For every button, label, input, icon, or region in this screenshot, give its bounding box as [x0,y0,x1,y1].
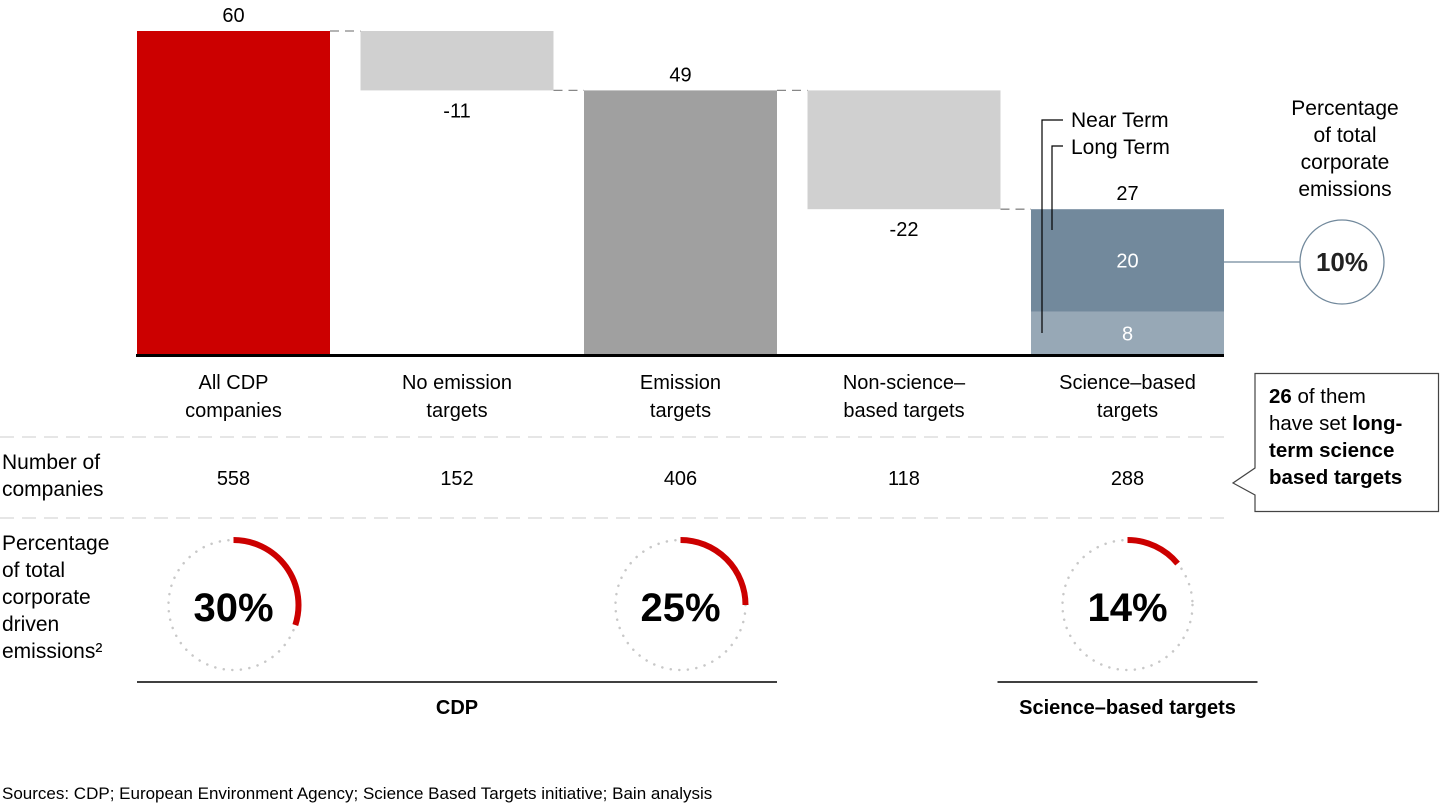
legend-near-term: Near Term [1071,109,1169,132]
share-title-line: corporate [1301,151,1390,174]
company-count: 118 [888,468,920,490]
category-label: All CDP [198,372,268,394]
row-label-line: companies [2,478,104,501]
leader-line-long-term [1051,145,1063,230]
bar-value-label: 60 [222,5,244,27]
bar-delta [360,31,554,91]
group-bracket-label: CDP [436,697,478,719]
row-label-share-of-emissions: Percentage of total corporate driven emi… [2,530,109,665]
bar-total [584,90,777,356]
bar-value-label: 49 [669,64,691,86]
callout-bold-part: long- [1352,412,1403,435]
segment-value-label: 20 [1116,251,1138,273]
row-label-line: corporate [2,586,91,609]
row-label-line: emissions² [2,640,103,663]
donut-value: 25% [640,586,720,630]
company-count: 558 [217,468,250,490]
bar-segment-long-term [1031,209,1224,312]
category-label: based targets [843,400,964,422]
callout-bold-part: based targets [1269,466,1403,489]
callout-count: 26 [1269,385,1292,408]
leader-line-near-term [1041,119,1063,333]
bar-delta [807,90,1001,210]
bar-value-label: -11 [443,100,470,122]
row-label-line: of total [2,559,66,582]
callout-text: 26 of them have set long- term science b… [1269,383,1402,491]
donut-arc [680,537,749,606]
callout-bold-part: term science [1269,439,1395,462]
legend-long-term: Long Term [1071,136,1170,159]
bar-segment-near-term [1031,311,1224,355]
share-title-line: of total [1313,124,1376,147]
category-label: targets [1097,400,1158,422]
company-count: 288 [1111,468,1144,490]
category-label: Emission [640,372,721,394]
row-label-line: driven [2,613,60,636]
share-value: 10% [1316,247,1368,277]
category-label: targets [426,400,487,422]
donut-value: 30% [193,586,273,630]
row-label-line: Percentage [2,532,110,555]
callout-text-part: have set [1269,412,1353,435]
category-label: Non-science– [843,372,966,394]
bar-total [137,31,330,355]
share-title-line: Percentage [1291,97,1398,120]
company-count: 152 [440,468,473,490]
segment-value-label: 8 [1122,323,1133,345]
donut-arc [233,537,302,627]
bar-value-label: -22 [890,219,919,241]
company-count: 406 [664,468,697,490]
bar-value-label: 27 [1116,183,1138,205]
donut-value: 14% [1087,586,1167,630]
row-label-number-of-companies: Number of companies [2,449,104,503]
share-title-line: emissions [1298,178,1391,201]
category-label: Science–based [1059,372,1196,394]
group-bracket-label: Science–based targets [1019,697,1236,719]
category-label: No emission [402,372,512,394]
category-label: targets [650,400,711,422]
share-circle [1299,219,1385,305]
donut-arc [1127,537,1180,566]
long-term-targets-callout: 26 of them have set long- term science b… [1231,372,1440,513]
callout-frame [1231,372,1440,513]
category-label: companies [185,400,282,422]
row-label-line: Number of [2,451,101,474]
source-note: Sources: CDP; European Environment Agenc… [2,784,713,803]
callout-text-part: of them [1291,385,1366,408]
donut-track [1061,538,1194,672]
